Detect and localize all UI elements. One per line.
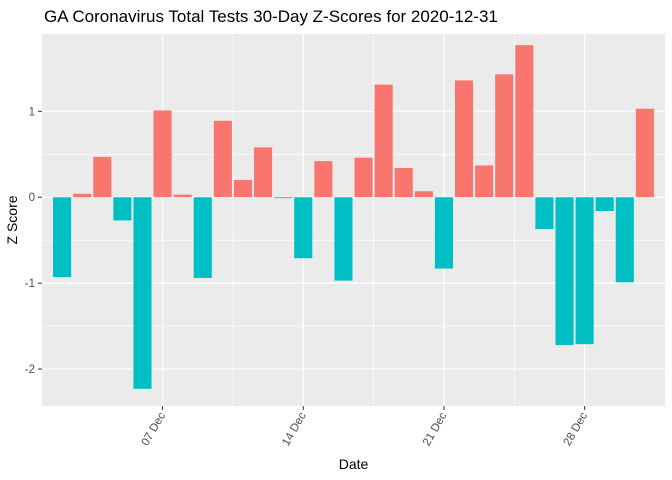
y-tick-label: -2 — [25, 364, 35, 376]
bar — [454, 80, 474, 198]
bar — [73, 193, 92, 198]
y-tick-label: -1 — [25, 278, 35, 290]
bar — [233, 180, 253, 198]
bar — [294, 197, 313, 259]
x-tick-label: 07 Dec — [140, 410, 169, 448]
bar — [595, 197, 614, 211]
bar — [374, 84, 393, 198]
bar — [414, 191, 433, 198]
bar — [314, 161, 333, 198]
y-tick-label: 1 — [29, 106, 35, 118]
x-axis-title: Date — [339, 456, 369, 472]
bar — [515, 45, 534, 198]
bar — [434, 197, 453, 269]
bar — [535, 197, 554, 230]
bar — [394, 168, 413, 198]
bar — [274, 197, 293, 199]
x-tick-label: 14 Dec — [280, 410, 309, 448]
x-tick-label: 28 Dec — [562, 410, 591, 448]
bar — [113, 197, 132, 221]
bar — [354, 157, 373, 198]
bar — [153, 110, 172, 198]
bar — [93, 156, 112, 198]
y-axis-title: Z Score — [4, 195, 20, 244]
bar — [254, 147, 273, 198]
y-tick-label: 0 — [29, 192, 35, 204]
bar — [193, 197, 212, 278]
x-tick-label: 21 Dec — [421, 410, 450, 448]
bar — [173, 194, 192, 198]
chart-title: GA Coronavirus Total Tests 30-Day Z-Scor… — [44, 7, 498, 26]
bar — [133, 197, 152, 389]
x-axis: 07 Dec 14 Dec 21 Dec 28 Dec — [140, 406, 591, 448]
y-axis: -2 -1 0 1 — [25, 106, 42, 376]
bar — [495, 74, 514, 198]
bar — [334, 197, 353, 281]
bar — [555, 197, 574, 345]
bar — [615, 197, 634, 283]
bar — [575, 197, 594, 345]
bar — [475, 165, 494, 198]
bar — [53, 197, 72, 278]
bar — [213, 120, 232, 198]
bar — [635, 108, 654, 198]
bars — [53, 45, 654, 389]
